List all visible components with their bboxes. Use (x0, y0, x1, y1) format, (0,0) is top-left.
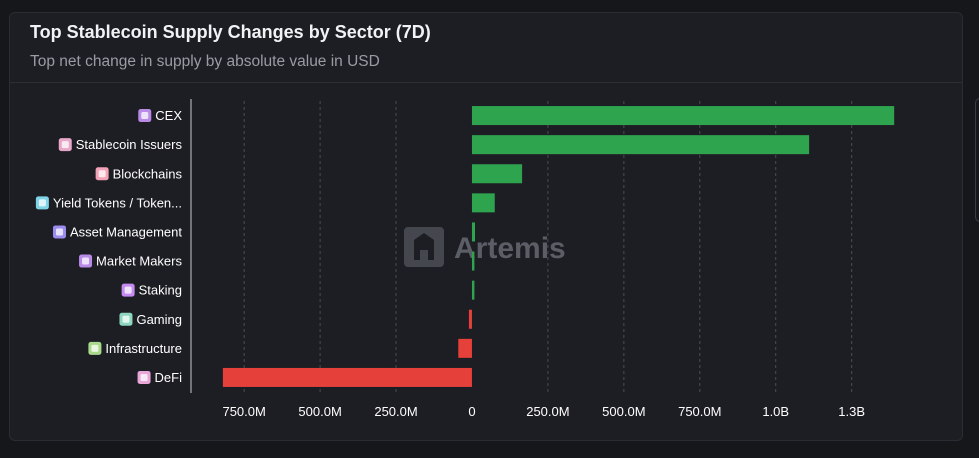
bar-blockchains[interactable] (471, 164, 523, 184)
category-label: CEX (155, 108, 182, 123)
bars (222, 106, 895, 387)
x-tick-label: 500.0M (602, 404, 645, 419)
infrastructure-icon-glyph (91, 344, 99, 352)
bank-icon-glyph (141, 112, 149, 120)
chart-card: Top Stablecoin Supply Changes by Sector … (9, 12, 963, 441)
x-tick-label: 250.0M (526, 404, 569, 419)
bar-infrastructure[interactable] (458, 338, 472, 358)
bar-gaming[interactable] (468, 309, 472, 329)
defi-icon-glyph (140, 373, 148, 381)
category-icons (35, 109, 152, 384)
bar-yield-tokens-token[interactable] (471, 193, 495, 213)
coin-icon-glyph (61, 141, 69, 149)
category-label: DeFi (155, 370, 183, 385)
x-tick-label: 500.0M (298, 404, 341, 419)
category-label: Yield Tokens / Token... (53, 195, 182, 210)
bar-asset-management[interactable] (471, 222, 476, 242)
x-tick-label: 250.0M (374, 404, 417, 419)
card-header: Top Stablecoin Supply Changes by Sector … (10, 13, 962, 83)
category-labels: CEX Stablecoin Issuers Blockchains Yield To… (53, 108, 183, 385)
x-tick-label: 1.0B (762, 404, 789, 419)
artemis-watermark: Artemis (404, 227, 566, 267)
chart-subtitle: Top net change in supply by absolute val… (30, 53, 380, 70)
x-axis-ticks: 750.0M 500.0M 250.0M 0 250.0M 500.0M 750.0M 1.0… (222, 404, 865, 419)
x-tick-label: 0 (468, 404, 475, 419)
bar-defi[interactable] (222, 367, 472, 387)
category-label: Market Makers (96, 254, 182, 269)
staking-icon-glyph (124, 286, 132, 294)
chart-title: Top Stablecoin Supply Changes by Sector … (30, 22, 431, 42)
artemis-logo-mark (414, 233, 434, 260)
category-label: Gaming (136, 312, 182, 327)
watermark-text: Artemis (454, 232, 566, 265)
x-tick-label: 1.3B (838, 404, 865, 419)
category-label: Stablecoin Issuers (76, 137, 183, 152)
bank-icon-glyph (82, 257, 90, 265)
side-panel-handle[interactable] (975, 98, 979, 222)
bar-market-makers[interactable] (471, 251, 475, 271)
bar-stablecoin-issuers[interactable] (471, 135, 810, 155)
gaming-icon-glyph (122, 315, 130, 323)
category-label: Infrastructure (105, 341, 182, 356)
x-tick-label: 750.0M (222, 404, 265, 419)
bar-staking[interactable] (471, 280, 475, 300)
yield-token-icon-glyph (38, 199, 46, 207)
asset-management-icon-glyph (55, 228, 63, 236)
x-tick-label: 750.0M (678, 404, 721, 419)
cube-icon-glyph (98, 170, 106, 178)
bar-cex[interactable] (471, 106, 895, 126)
category-label: Asset Management (70, 224, 182, 239)
category-label: Blockchains (113, 166, 183, 181)
category-label: Staking (139, 283, 182, 298)
